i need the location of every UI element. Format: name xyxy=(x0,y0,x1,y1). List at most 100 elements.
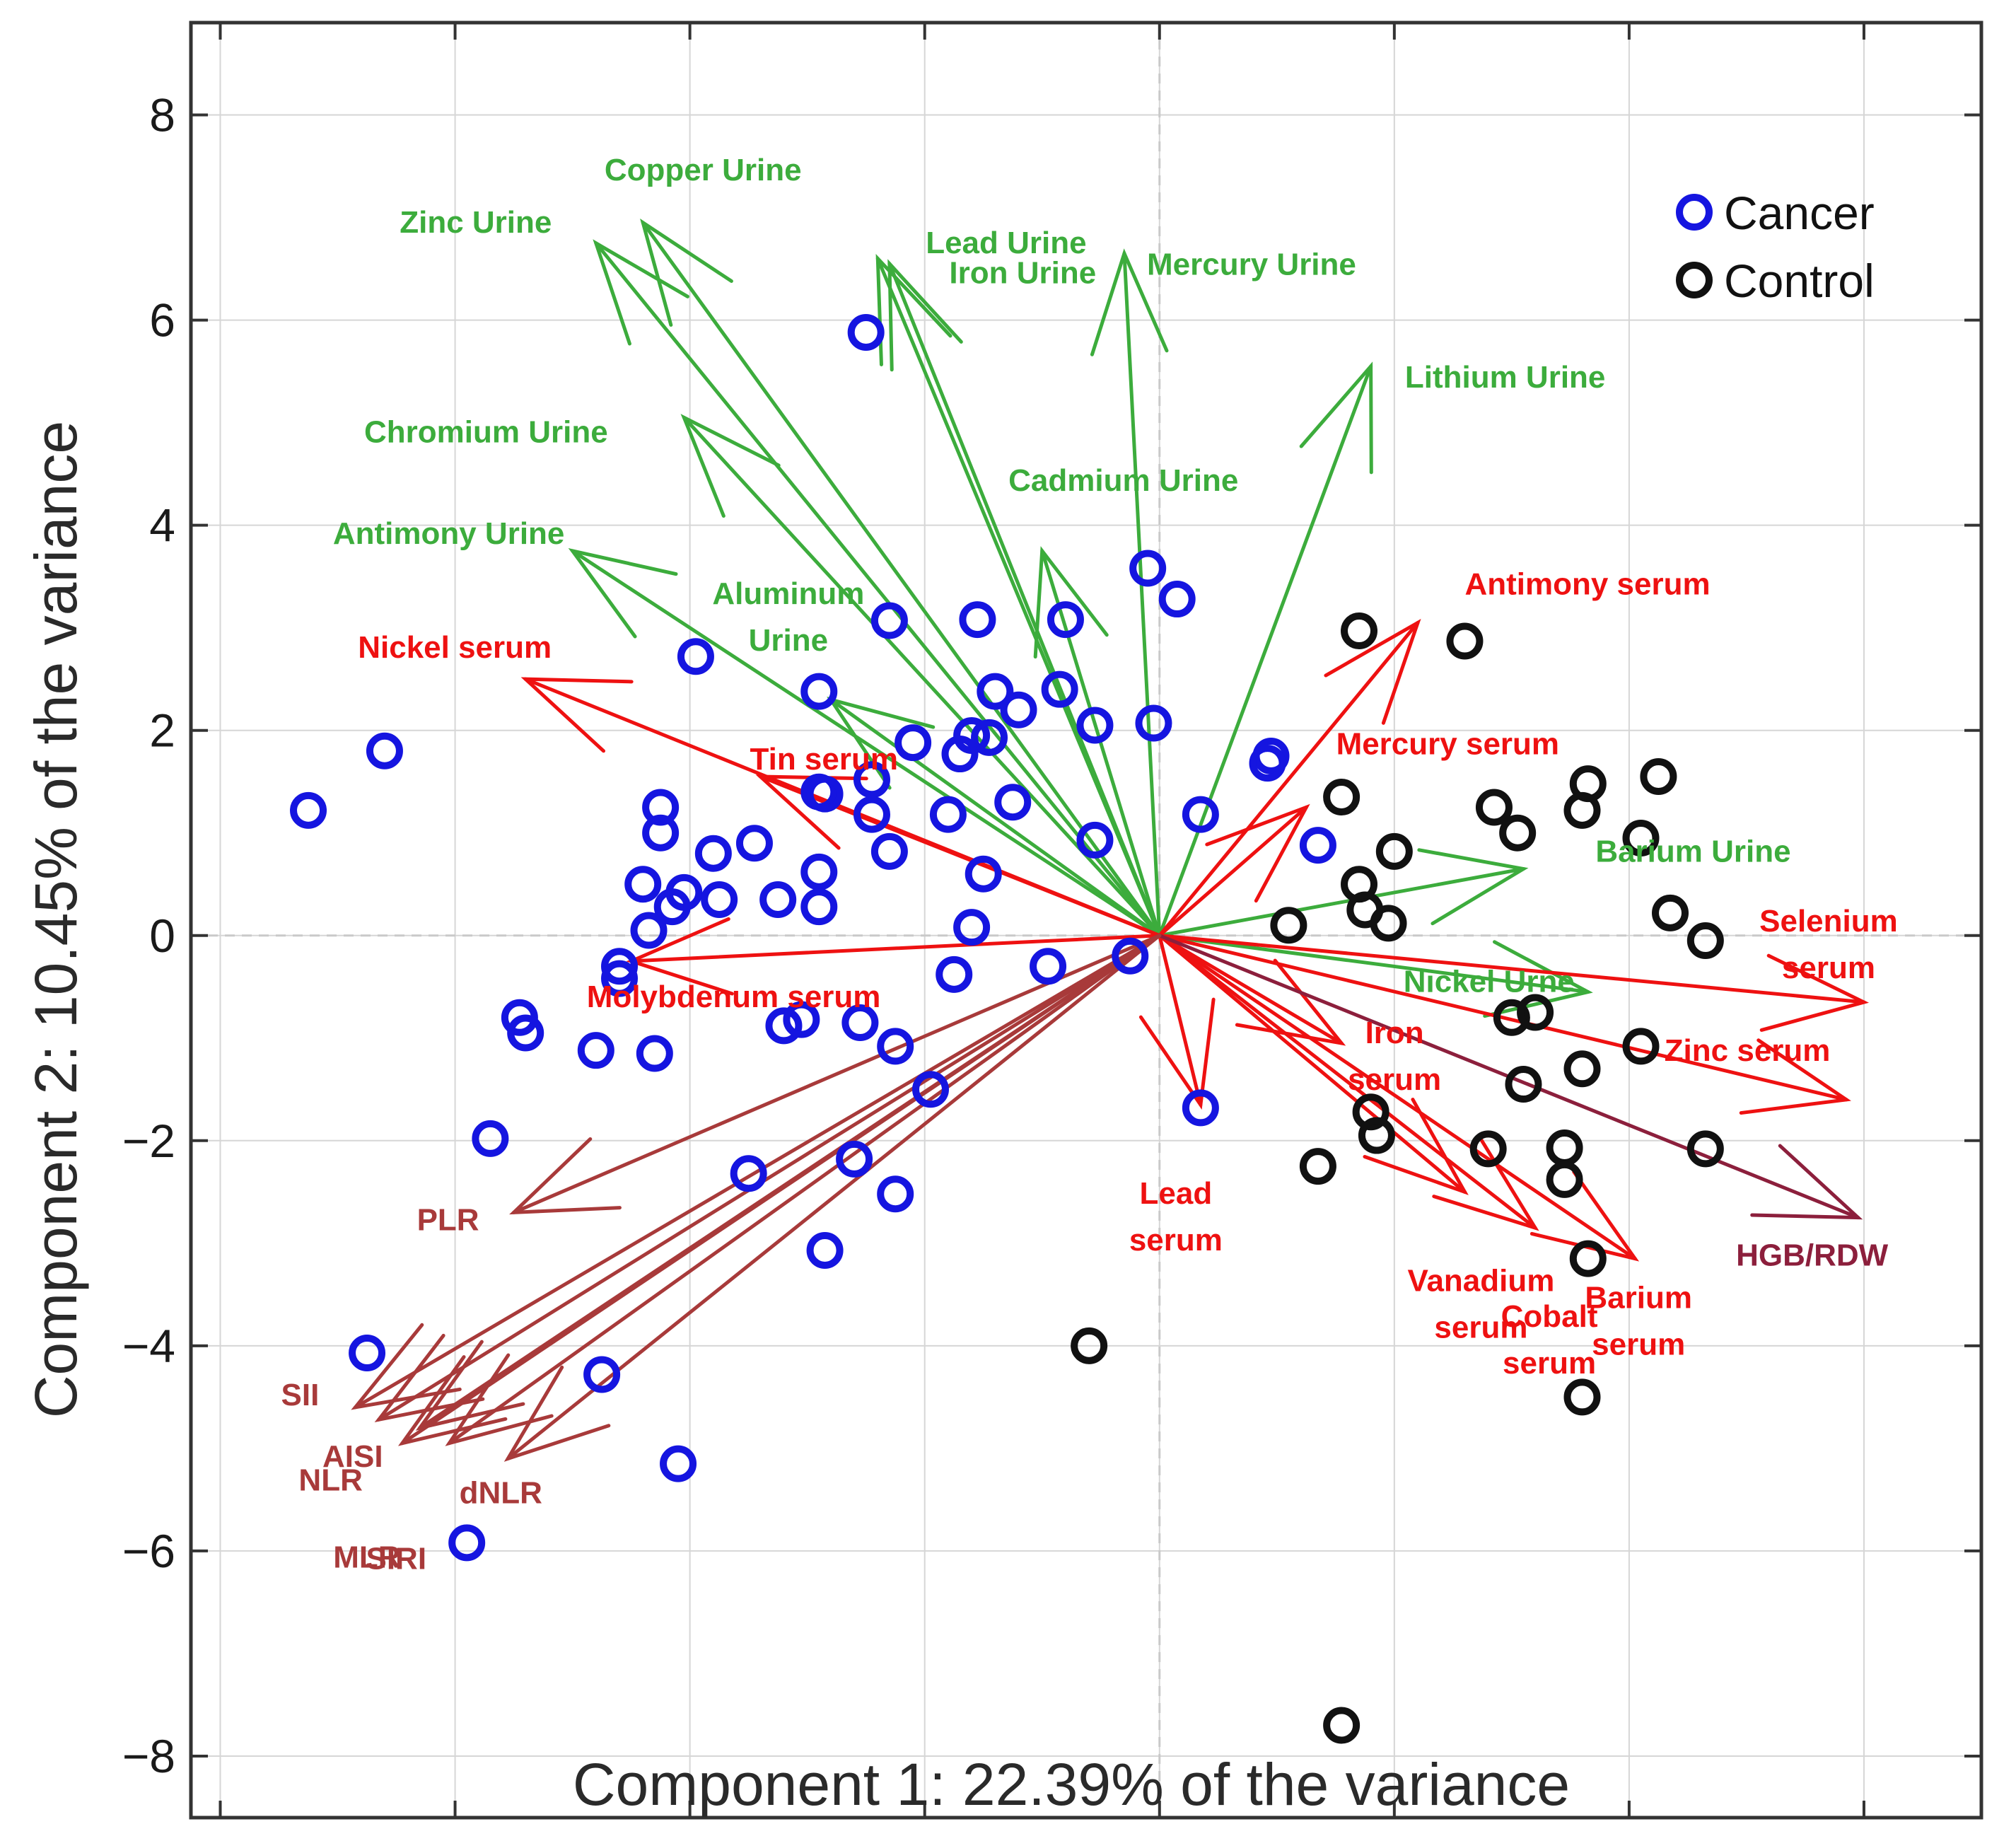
cancer-point xyxy=(800,673,838,710)
loading-mercury-serum-shaft xyxy=(1158,805,1308,938)
control-point xyxy=(1475,789,1513,826)
y-axis-title: Component 2: 10.45% of the variance xyxy=(23,421,89,1418)
loading-label-nickel-serum: Nickel serum xyxy=(358,630,552,665)
control-point xyxy=(1341,612,1378,650)
cancer-point xyxy=(941,736,979,773)
control-point xyxy=(1563,791,1601,829)
loading-cadmium-urine-arrowhead xyxy=(1033,546,1109,659)
loading-label-lithium-urine: Lithium Urine xyxy=(1405,360,1606,395)
cancer-point xyxy=(806,775,844,813)
control-point xyxy=(1299,1148,1336,1185)
loading-lead-urine-arrowhead xyxy=(887,259,963,372)
control-point xyxy=(1499,814,1537,852)
cancer-point xyxy=(994,784,1032,821)
loading-dnlr-arrowhead xyxy=(503,1365,611,1462)
cancer-point xyxy=(694,835,732,872)
y-tick-label: −6 xyxy=(122,1525,175,1577)
loading-label-line: serum xyxy=(1503,1346,1596,1381)
cancer-point xyxy=(507,1014,544,1052)
cancer-point xyxy=(290,791,327,829)
cancer-point xyxy=(1041,670,1078,708)
loading-antimony-serum-arrowhead xyxy=(1324,618,1421,725)
loading-label-line: Iron xyxy=(1365,1016,1424,1050)
cancer-point xyxy=(912,1071,950,1108)
cancer-point xyxy=(971,719,1008,756)
control-point xyxy=(1270,907,1307,944)
control-point xyxy=(1370,905,1407,942)
y-tick-label: 4 xyxy=(149,499,175,552)
loading-label-cadmium-urine: Cadmium Urine xyxy=(1008,463,1238,498)
cancer-point xyxy=(1182,1089,1219,1127)
loading-label-line: Mercury Urine xyxy=(1147,247,1356,281)
loading-label-line: Zinc Urine xyxy=(400,205,552,240)
control-point xyxy=(1517,994,1554,1031)
loading-sii-shaft xyxy=(353,934,1162,1410)
loading-label-antimony-serum: Antimony serum xyxy=(1464,567,1710,601)
loading-label-nlr: NLR xyxy=(298,1463,362,1497)
loading-label-line: serum xyxy=(1782,951,1875,985)
cancer-point xyxy=(677,638,714,675)
loading-chromium-urine-arrowhead xyxy=(680,414,781,518)
cancer-point xyxy=(472,1120,509,1157)
cancer-point xyxy=(1047,601,1084,639)
loading-label-line: SII xyxy=(281,1378,320,1412)
loading-label-line: SIRI xyxy=(366,1542,426,1576)
control-point xyxy=(1352,1093,1389,1131)
plot-frame xyxy=(189,21,1983,1820)
loading-nlr-arrowhead xyxy=(374,1333,485,1423)
loading-siri-shaft xyxy=(447,934,1162,1446)
loading-label-line: MLR xyxy=(333,1540,400,1575)
cancer-point xyxy=(953,909,991,946)
y-tick-label: 6 xyxy=(149,294,175,347)
cancer-point xyxy=(783,1001,820,1038)
loading-label-plr: PLR xyxy=(417,1202,479,1237)
cancer-point xyxy=(624,866,662,903)
loading-label-line: serum xyxy=(1592,1328,1685,1362)
cancer-point xyxy=(636,1035,673,1072)
loading-label-line: Cobalt xyxy=(1501,1299,1598,1334)
loading-barium-serum-shaft xyxy=(1158,934,1637,1261)
cancer-point xyxy=(583,1356,621,1393)
loading-molybdenum-serum-shaft xyxy=(629,934,1162,963)
loading-nlr-shaft xyxy=(377,934,1162,1422)
control-point xyxy=(1622,1028,1660,1065)
loading-label-copper-urine: Copper Urine xyxy=(605,153,802,187)
control-point xyxy=(1622,819,1660,856)
loading-label-line: Cadmium Urine xyxy=(1008,463,1238,498)
loading-label-line: Lead xyxy=(1140,1176,1213,1211)
control-point xyxy=(1652,894,1689,931)
loading-label-hgb-rdw: HGB/RDW xyxy=(1736,1238,1889,1273)
loading-vanadium-serum-arrowhead xyxy=(1363,1098,1469,1195)
cancer-point xyxy=(800,853,838,890)
grid xyxy=(191,23,1981,1818)
control-point xyxy=(1446,622,1484,660)
loading-lead-serum-shaft xyxy=(1158,934,1203,1107)
loading-label-line: Tin serum xyxy=(750,742,898,777)
loading-label-line: Lithium Urine xyxy=(1405,360,1606,395)
legend-label-cancer: Cancer xyxy=(1724,187,1875,239)
loading-label-chromium-urine: Chromium Urine xyxy=(364,414,608,449)
loading-label-barium-urine: Barium Urine xyxy=(1595,834,1790,869)
cancer-point xyxy=(653,888,691,926)
control-point xyxy=(1358,1117,1395,1154)
y-tick-label: −4 xyxy=(122,1320,175,1372)
loading-vanadium-serum-shaft xyxy=(1158,934,1467,1194)
y-tick-label: 0 xyxy=(149,910,175,962)
control-point xyxy=(1569,1240,1607,1277)
loading-label-zinc-serum: Zinc serum xyxy=(1665,1033,1831,1068)
control-point xyxy=(1323,778,1360,815)
loading-label-lead-serum: Lead serum xyxy=(1129,1176,1223,1257)
loading-label-line: Zinc serum xyxy=(1665,1033,1831,1068)
cancer-point xyxy=(1182,796,1219,833)
control-point xyxy=(1686,922,1724,960)
cancer-point xyxy=(630,912,668,949)
loading-label-antimony-urine: Antimony Urine xyxy=(333,516,565,551)
cancer-point xyxy=(870,832,908,870)
cancer-point xyxy=(877,1175,914,1213)
cancer-point xyxy=(1076,707,1114,744)
cancer-point xyxy=(448,1524,486,1562)
control-point xyxy=(1375,832,1413,870)
loading-label-nickel-urne: Nickel Urne xyxy=(1404,965,1575,999)
cancer-point xyxy=(929,796,967,833)
